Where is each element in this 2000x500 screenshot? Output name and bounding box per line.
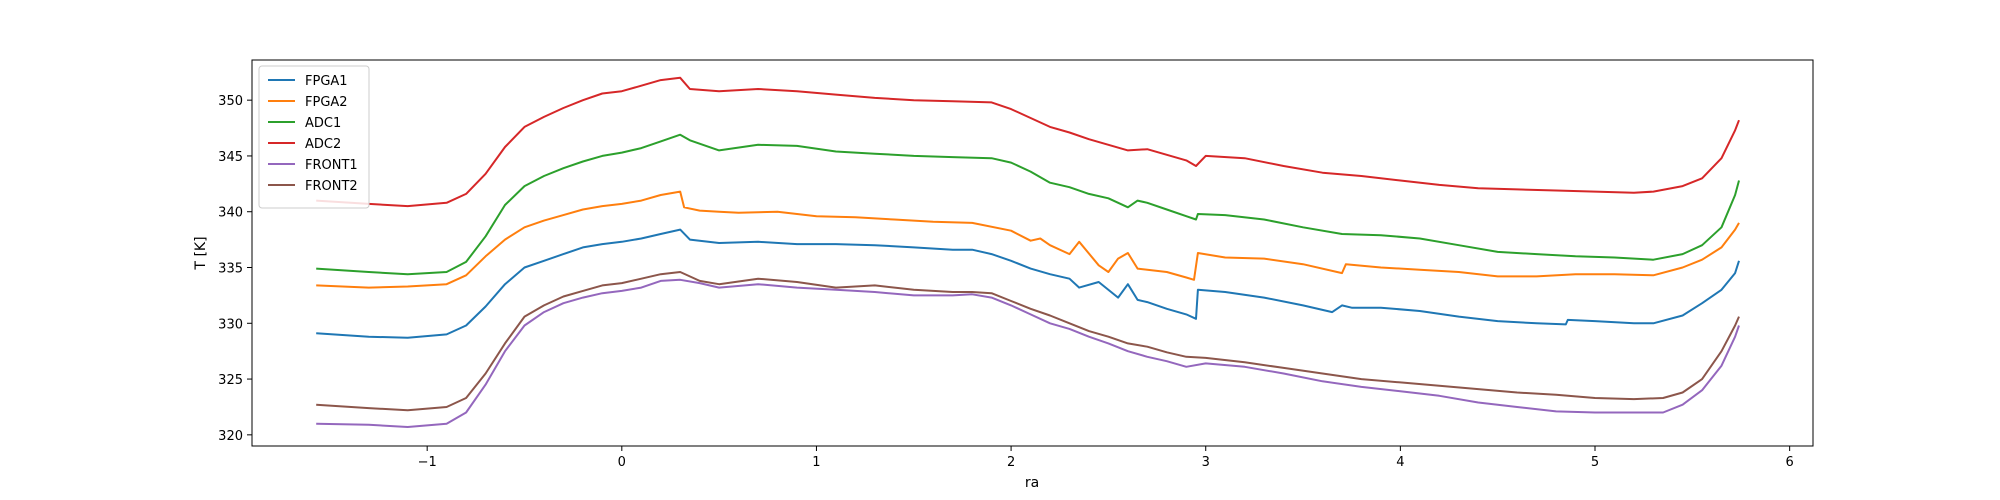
series-line-front1: [316, 278, 1740, 428]
legend-label: FRONT2: [305, 179, 358, 194]
y-tick-label: 350: [218, 94, 243, 109]
series-line-fpga2: [316, 190, 1740, 289]
series-line-fpga1: [316, 228, 1740, 339]
y-tick-label: 330: [218, 317, 243, 332]
y-tick-label: 345: [218, 150, 243, 165]
x-axis-label: ra: [1025, 475, 1039, 491]
plot-frame: [251, 59, 1814, 447]
y-axis-label: T [K]: [193, 236, 209, 270]
series-line-adc2: [316, 76, 1740, 208]
x-tick-label: 5: [1591, 455, 1599, 470]
x-tick-label: 2: [1007, 455, 1015, 470]
data-lines: [316, 76, 1740, 428]
legend-label: ADC1: [305, 116, 341, 131]
y-tick-label: 325: [218, 373, 243, 388]
legend-label: FPGA1: [305, 74, 348, 89]
legend: FPGA1 FPGA2 ADC1 ADC2 FRONT1 FRONT2: [258, 65, 370, 209]
plot-background: [252, 60, 1813, 446]
x-tick-label: 1: [812, 455, 820, 470]
x-tick-label: −1: [418, 455, 437, 470]
legend-label: FRONT1: [305, 158, 358, 173]
legend-label: ADC2: [305, 137, 341, 152]
y-axis-ticks: 320 325 330 335 340 345 350: [218, 94, 252, 444]
x-axis-ticks: −1 0 1 2 3 4 5 6: [418, 446, 1794, 470]
x-tick-label: 0: [618, 455, 626, 470]
series-line-adc1: [316, 133, 1740, 276]
y-tick-label: 335: [218, 262, 243, 277]
x-tick-label: 4: [1396, 455, 1404, 470]
legend-label: FPGA2: [305, 95, 348, 110]
y-tick-label: 340: [218, 206, 243, 221]
x-tick-label: 3: [1202, 455, 1210, 470]
y-tick-label: 320: [218, 429, 243, 444]
series-line-front2: [316, 271, 1740, 412]
x-tick-label: 6: [1786, 455, 1794, 470]
